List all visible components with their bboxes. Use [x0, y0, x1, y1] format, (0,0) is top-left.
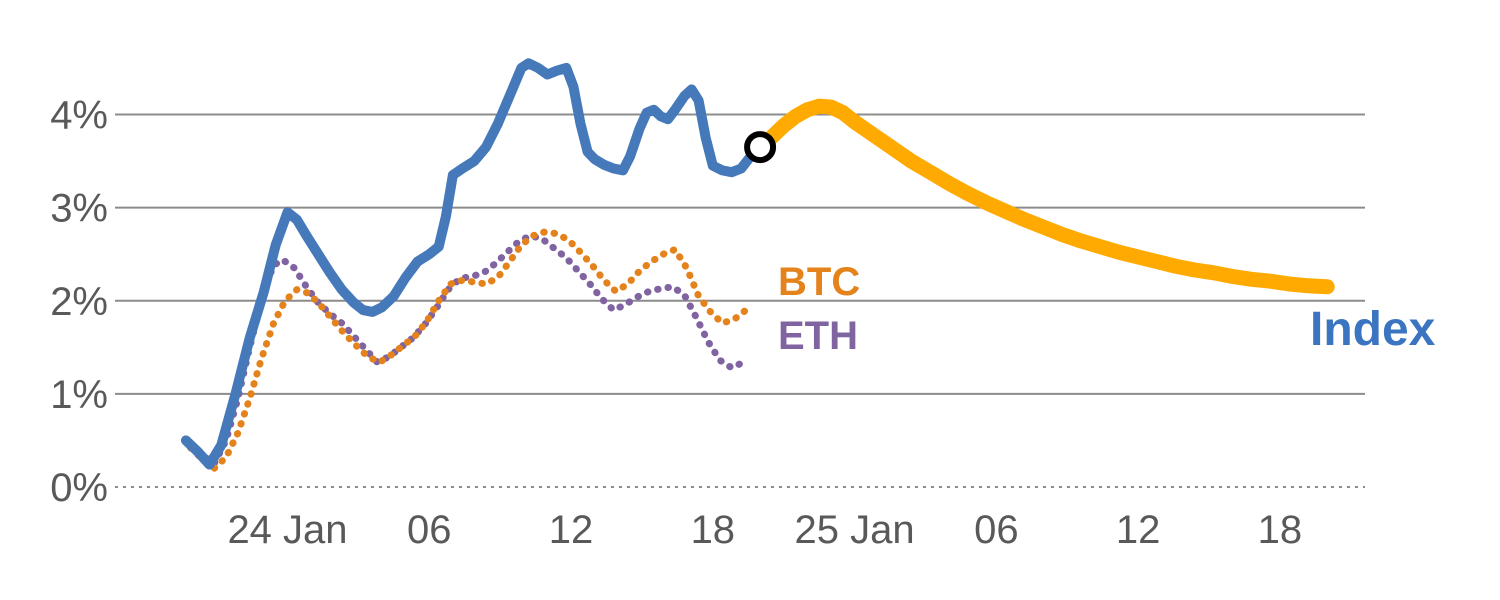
series-label-btc: BTC	[778, 260, 861, 304]
series-label-index: Index	[1310, 303, 1436, 356]
x-tick-label: 18	[691, 508, 736, 552]
x-tick-label: 18	[1258, 508, 1303, 552]
y-tick-label: 3%	[50, 187, 108, 231]
x-tick-label: 12	[1116, 508, 1161, 552]
y-tick-label: 4%	[50, 94, 108, 138]
x-tick-label: 25 Jan	[795, 508, 915, 552]
y-tick-label: 0%	[50, 466, 108, 510]
y-tick-label: 2%	[50, 280, 108, 324]
series-label-eth: ETH	[778, 314, 858, 358]
index-forecast-line	[752, 98, 1335, 295]
index-line	[180, 58, 766, 470]
x-tick-label: 24 Jan	[227, 508, 347, 552]
eth-line	[187, 232, 747, 468]
x-tick-label: 06	[407, 508, 452, 552]
y-tick-label: 1%	[50, 373, 108, 417]
x-tick-label: 12	[549, 508, 594, 552]
btc-line	[187, 228, 750, 472]
current-point-marker	[744, 131, 777, 164]
x-tick-label: 06	[974, 508, 1019, 552]
